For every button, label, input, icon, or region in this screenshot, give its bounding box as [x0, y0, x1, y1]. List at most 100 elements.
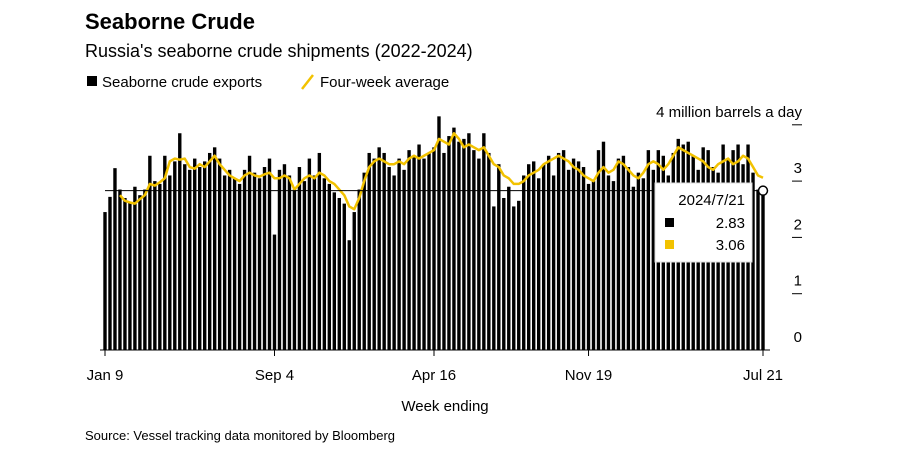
bar — [222, 175, 227, 350]
bar — [407, 150, 411, 350]
bar — [272, 234, 277, 350]
bar — [267, 158, 272, 350]
bar — [541, 164, 546, 350]
bar — [616, 158, 621, 350]
tooltip-value: 2.83 — [716, 215, 745, 232]
bar — [581, 167, 586, 350]
bar — [357, 189, 361, 350]
chart-subtitle: Russia's seaborne crude shipments (2022-… — [85, 41, 473, 61]
bar — [626, 167, 631, 350]
bar — [143, 189, 147, 350]
bar — [651, 169, 656, 350]
bar — [467, 133, 471, 350]
bar — [257, 178, 262, 350]
bar — [452, 127, 456, 351]
bar — [527, 164, 531, 350]
bar — [472, 150, 476, 350]
bar — [756, 189, 760, 350]
bar — [432, 147, 436, 350]
bar — [153, 181, 157, 350]
bar — [317, 152, 322, 350]
bar — [232, 178, 237, 350]
bar — [402, 169, 406, 350]
bar — [322, 178, 327, 350]
bar — [203, 161, 207, 350]
bar — [422, 158, 426, 350]
bar — [596, 150, 601, 350]
x-tick-label: Apr 16 — [412, 367, 456, 384]
bar — [427, 152, 431, 350]
bar — [342, 203, 346, 350]
bar — [447, 136, 451, 350]
bar — [631, 186, 636, 350]
x-tick-label: Jul 21 — [743, 367, 783, 384]
y-tick-label: 1 — [794, 273, 802, 290]
bar — [123, 197, 127, 350]
bar — [133, 186, 137, 350]
bar — [128, 202, 132, 350]
bar — [108, 196, 112, 350]
y-tick-label: 0 — [794, 329, 802, 346]
bar — [512, 206, 516, 350]
bar — [217, 158, 222, 350]
tooltip-swatch — [665, 218, 674, 227]
bar — [591, 181, 596, 350]
bar — [118, 189, 122, 350]
bar — [282, 164, 287, 350]
bar — [173, 161, 177, 350]
bar — [372, 158, 376, 350]
bar — [188, 169, 192, 350]
bar — [462, 138, 466, 350]
tooltip-title: 2024/7/21 — [678, 192, 745, 209]
bar — [148, 155, 152, 350]
bar — [198, 167, 202, 350]
bar — [551, 175, 556, 350]
bar — [412, 155, 416, 350]
bar — [641, 178, 646, 350]
bar — [207, 152, 212, 350]
bar — [158, 183, 162, 350]
bar — [487, 152, 491, 350]
bar — [751, 172, 755, 350]
bar — [646, 150, 651, 350]
bar — [666, 175, 670, 350]
legend-swatch — [301, 74, 314, 90]
bar — [297, 167, 302, 350]
bar — [556, 152, 561, 350]
bar — [178, 133, 182, 350]
x-axis-title: Week ending — [401, 398, 488, 415]
bar — [586, 183, 591, 350]
bar — [183, 164, 187, 350]
bar — [302, 181, 307, 350]
bar — [113, 168, 117, 350]
bar — [561, 150, 566, 350]
bar — [237, 183, 242, 350]
y-tick-label: 4 million barrels a day — [656, 104, 802, 121]
legend-label: Seaborne crude exports — [102, 74, 262, 91]
bar — [566, 169, 571, 350]
bar — [442, 152, 446, 350]
bar — [287, 175, 292, 350]
bar — [292, 189, 297, 350]
tooltip: 2024/7/21 2.83 3.06 — [654, 182, 753, 263]
bar — [437, 116, 441, 350]
bar — [522, 175, 526, 350]
bar — [312, 175, 317, 350]
legend-label: Four-week average — [320, 74, 449, 91]
bar — [138, 195, 142, 350]
bar — [352, 212, 356, 350]
chart-title: Seaborne Crude — [85, 9, 255, 34]
bar — [611, 181, 616, 350]
bar — [392, 175, 396, 350]
bar — [227, 169, 232, 350]
bar — [571, 158, 576, 350]
bar — [307, 158, 312, 350]
tooltip-swatch — [665, 240, 674, 249]
bar — [377, 147, 381, 350]
bar — [417, 144, 421, 350]
bar — [247, 155, 252, 350]
x-tick-label: Jan 9 — [87, 367, 124, 384]
bar — [193, 158, 197, 350]
bar — [382, 152, 386, 350]
